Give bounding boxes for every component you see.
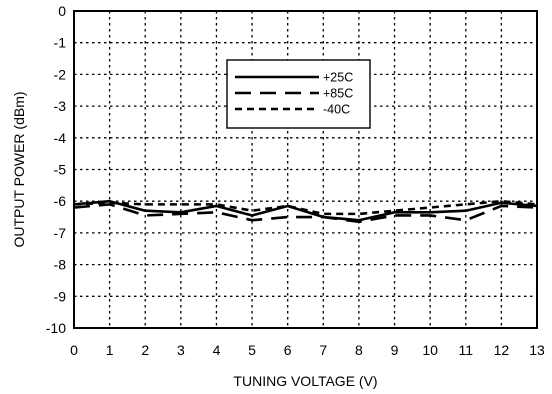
tick-labels: 0 1 2 3 4 5 6 7 8 9 10 11 12 130-1-2-3-4-5-6-7-8-9-10 xyxy=(46,3,545,358)
y-tick-label: -4 xyxy=(54,130,67,146)
x-tick-label: 8 xyxy=(355,342,363,358)
x-tick-label: 6 xyxy=(284,342,292,358)
grid xyxy=(74,11,537,328)
y-tick-label: -5 xyxy=(54,162,67,178)
y-axis-title: OUTPUT POWER (dBm) xyxy=(11,91,27,247)
legend-label: -40C xyxy=(323,103,350,117)
x-tick-label: 3 xyxy=(177,342,185,358)
y-tick-label: -6 xyxy=(54,193,67,209)
y-tick-label: -1 xyxy=(54,35,67,51)
legend-label: +85C xyxy=(323,87,353,101)
x-tick-label: 0 xyxy=(70,342,78,358)
y-tick-label: -8 xyxy=(54,257,67,273)
x-tick-label: 13 xyxy=(529,342,545,358)
legend-label: +25C xyxy=(323,71,353,85)
x-tick-label: 10 xyxy=(422,342,438,358)
y-tick-label: -9 xyxy=(54,288,67,304)
x-tick-label: 5 xyxy=(248,342,256,358)
series-line-0 xyxy=(73,199,538,222)
legend: +25C +85C -40C xyxy=(226,59,371,129)
y-tick-label: -10 xyxy=(46,320,66,336)
plot-frame xyxy=(73,10,538,329)
y-tick-label: -3 xyxy=(54,98,67,114)
x-tick-label: 7 xyxy=(319,342,327,358)
x-tick-label: 12 xyxy=(494,342,510,358)
y-tick-label: -2 xyxy=(54,66,67,82)
x-tick-label: 2 xyxy=(141,342,149,358)
x-axis-title: TUNING VOLTAGE (V) xyxy=(233,373,377,389)
x-tick-label: 9 xyxy=(391,342,399,358)
y-tick-label: -7 xyxy=(54,225,67,241)
x-tick-label: 11 xyxy=(458,342,473,358)
series-line-1 xyxy=(73,203,538,224)
x-tick-label: 1 xyxy=(106,342,114,358)
series-line-2 xyxy=(73,199,538,216)
x-tick-label: 4 xyxy=(213,342,221,358)
y-tick-label: 0 xyxy=(58,3,66,19)
plot-lines xyxy=(73,199,538,224)
